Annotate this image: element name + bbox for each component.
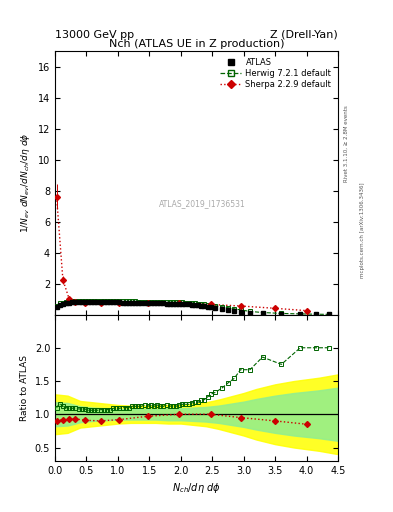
Legend: ATLAS, Herwig 7.2.1 default, Sherpa 2.2.9 default: ATLAS, Herwig 7.2.1 default, Sherpa 2.2.… bbox=[218, 55, 334, 92]
Text: 13000 GeV pp: 13000 GeV pp bbox=[55, 30, 134, 40]
Title: Nch (ATLAS UE in Z production): Nch (ATLAS UE in Z production) bbox=[109, 39, 284, 49]
Y-axis label: $1/N_{ev}\ dN_{ev}/dN_{ch}/d\eta\ d\phi$: $1/N_{ev}\ dN_{ev}/dN_{ch}/d\eta\ d\phi$ bbox=[19, 133, 32, 233]
Text: mcplots.cern.ch [arXiv:1306.3436]: mcplots.cern.ch [arXiv:1306.3436] bbox=[360, 183, 365, 278]
Text: Z (Drell-Yan): Z (Drell-Yan) bbox=[270, 30, 338, 40]
Y-axis label: Ratio to ATLAS: Ratio to ATLAS bbox=[20, 355, 29, 421]
Text: Rivet 3.1.10, ≥ 2.8M events: Rivet 3.1.10, ≥ 2.8M events bbox=[344, 105, 349, 182]
X-axis label: $N_{ch}/d\eta\ d\phi$: $N_{ch}/d\eta\ d\phi$ bbox=[172, 481, 221, 495]
Text: ATLAS_2019_I1736531: ATLAS_2019_I1736531 bbox=[159, 199, 246, 208]
